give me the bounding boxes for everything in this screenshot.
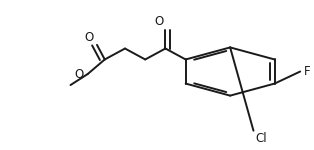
Text: Cl: Cl [255, 132, 267, 145]
Text: O: O [154, 15, 163, 28]
Text: O: O [75, 68, 84, 81]
Text: F: F [304, 65, 311, 78]
Text: O: O [84, 31, 94, 44]
